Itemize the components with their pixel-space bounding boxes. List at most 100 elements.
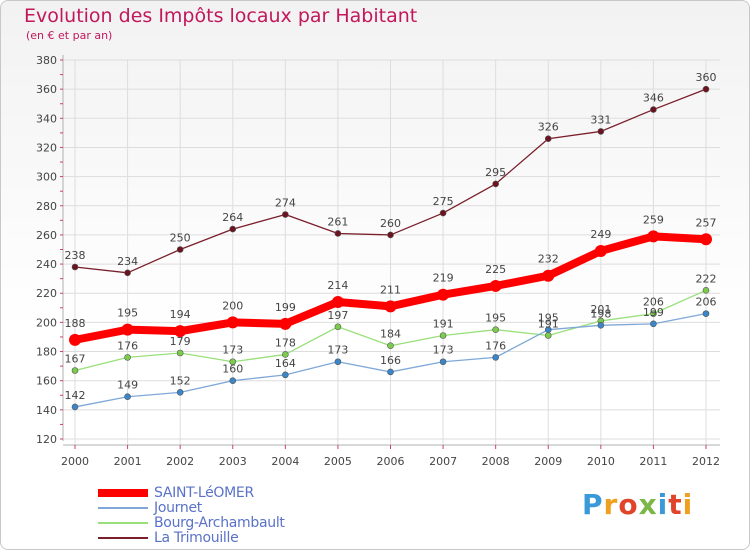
data-label-saint-l-omer: 199: [275, 301, 296, 314]
chart-subtitle: (en € et par an): [26, 29, 113, 42]
data-point-journet: [439, 358, 447, 366]
data-point-journet: [334, 358, 342, 366]
data-point-la-trimouille: [544, 135, 552, 143]
data-label-bourg-archambault: 184: [380, 328, 401, 341]
data-point-la-trimouille: [124, 269, 131, 277]
data-point-journet: [597, 321, 605, 329]
data-point-la-trimouille: [334, 230, 342, 237]
data-point-la-trimouille: [229, 225, 237, 233]
data-label-saint-l-omer: 249: [590, 228, 611, 241]
legend-label: La Trimouille: [154, 529, 239, 546]
data-point-journet: [282, 371, 289, 379]
proxiti-logo: Proxiti: [582, 488, 693, 521]
data-label-la-trimouille: 260: [380, 217, 401, 230]
data-point-journet: [492, 354, 499, 361]
data-label-saint-l-omer: 211: [380, 283, 401, 296]
data-label-journet: 206: [696, 296, 717, 309]
data-label-saint-l-omer: 225: [485, 263, 506, 276]
data-label-journet: 160: [222, 363, 243, 376]
x-tick-label: 2000: [61, 455, 89, 468]
legend-label: SAINT-LéOMER: [154, 484, 254, 501]
data-point-saint-l-omer: [542, 269, 555, 282]
data-point-saint-l-omer: [437, 288, 450, 301]
logo-letter: t: [668, 488, 683, 521]
y-tick-label: 160: [36, 375, 57, 388]
legend-item: Journet: [98, 500, 285, 516]
logo-letter: i: [657, 488, 669, 521]
legend-swatch: [98, 488, 148, 497]
series-lines: [69, 85, 712, 411]
legend-swatch: [98, 521, 148, 524]
data-label-la-trimouille: 360: [696, 71, 717, 84]
data-point-saint-l-omer: [226, 316, 239, 329]
y-tick-label: 240: [36, 258, 57, 271]
data-label-la-trimouille: 261: [327, 215, 348, 228]
data-label-saint-l-omer: 232: [538, 253, 559, 266]
data-point-journet: [702, 310, 710, 317]
data-label-bourg-archambault: 191: [433, 318, 454, 331]
data-label-la-trimouille: 326: [538, 121, 559, 134]
y-tick-label: 300: [36, 171, 57, 184]
data-point-journet: [387, 368, 394, 376]
x-tick-label: 2007: [429, 455, 457, 468]
data-point-bourg-archambault: [334, 323, 342, 331]
data-label-saint-l-omer: 257: [696, 216, 717, 229]
x-tick-label: 2003: [219, 455, 247, 468]
x-tick-label: 2012: [692, 455, 720, 468]
data-point-bourg-archambault: [71, 367, 79, 374]
data-point-bourg-archambault: [387, 342, 394, 350]
y-tick-label: 200: [36, 316, 57, 329]
data-label-bourg-archambault: 173: [222, 344, 243, 357]
data-label-bourg-archambault: 197: [327, 309, 348, 322]
data-label-bourg-archambault: 222: [696, 272, 717, 285]
data-label-la-trimouille: 331: [590, 113, 611, 126]
data-label-bourg-archambault: 201: [590, 303, 611, 316]
data-point-saint-l-omer: [174, 325, 187, 338]
y-tick-label: 360: [36, 83, 57, 96]
data-point-saint-l-omer: [384, 300, 397, 313]
data-label-bourg-archambault: 191: [538, 318, 559, 331]
data-label-bourg-archambault: 176: [117, 339, 138, 352]
data-point-journet: [650, 320, 657, 328]
y-tick-label: 220: [36, 287, 57, 300]
x-tick-label: 2010: [587, 455, 615, 468]
legend: SAINT-LéOMER Journet Bourg-Archambault La T…: [98, 484, 285, 546]
data-label-journet: 198: [590, 307, 611, 320]
y-tick-label: 260: [36, 229, 57, 242]
logo-letter: P: [582, 488, 604, 521]
data-label-bourg-archambault: 179: [170, 335, 191, 348]
logo-letter: r: [603, 488, 619, 521]
y-tick-label: 120: [36, 433, 57, 446]
data-label-journet: 176: [485, 339, 506, 352]
tick-labels: 120 140 160 180 200 220 240 260 280 300 320 340 360 3…: [36, 54, 720, 468]
y-tick-label: 380: [36, 54, 57, 67]
data-point-saint-l-omer: [647, 230, 660, 243]
data-label-la-trimouille: 264: [222, 211, 243, 224]
data-label-saint-l-omer: 195: [117, 307, 138, 320]
y-tick-label: 140: [36, 404, 57, 417]
data-labels: 238 234 250 264 274 261 260 275 295 326 331 346 360 1…: [65, 71, 717, 402]
data-point-bourg-archambault: [702, 287, 710, 294]
y-tick-label: 340: [36, 112, 57, 125]
grid: [63, 59, 720, 445]
data-point-la-trimouille: [702, 85, 710, 93]
legend-item: La Trimouille: [98, 529, 285, 546]
data-label-la-trimouille: 275: [433, 195, 454, 208]
x-tick-label: 2006: [377, 455, 405, 468]
data-label-saint-l-omer: 200: [222, 299, 243, 312]
data-point-bourg-archambault: [176, 349, 184, 357]
x-tick-label: 2001: [114, 455, 142, 468]
data-point-la-trimouille: [597, 128, 605, 135]
data-point-la-trimouille: [492, 180, 499, 188]
data-point-bourg-archambault: [282, 351, 289, 358]
data-label-journet: 199: [643, 306, 664, 319]
data-point-la-trimouille: [71, 263, 79, 271]
data-point-bourg-archambault: [650, 310, 657, 317]
data-label-bourg-archambault: 167: [65, 352, 86, 365]
data-label-la-trimouille: 295: [485, 166, 506, 179]
data-label-la-trimouille: 346: [643, 92, 664, 105]
data-label-journet: 152: [170, 374, 191, 387]
data-label-journet: 173: [433, 344, 454, 357]
axes: [60, 55, 720, 449]
